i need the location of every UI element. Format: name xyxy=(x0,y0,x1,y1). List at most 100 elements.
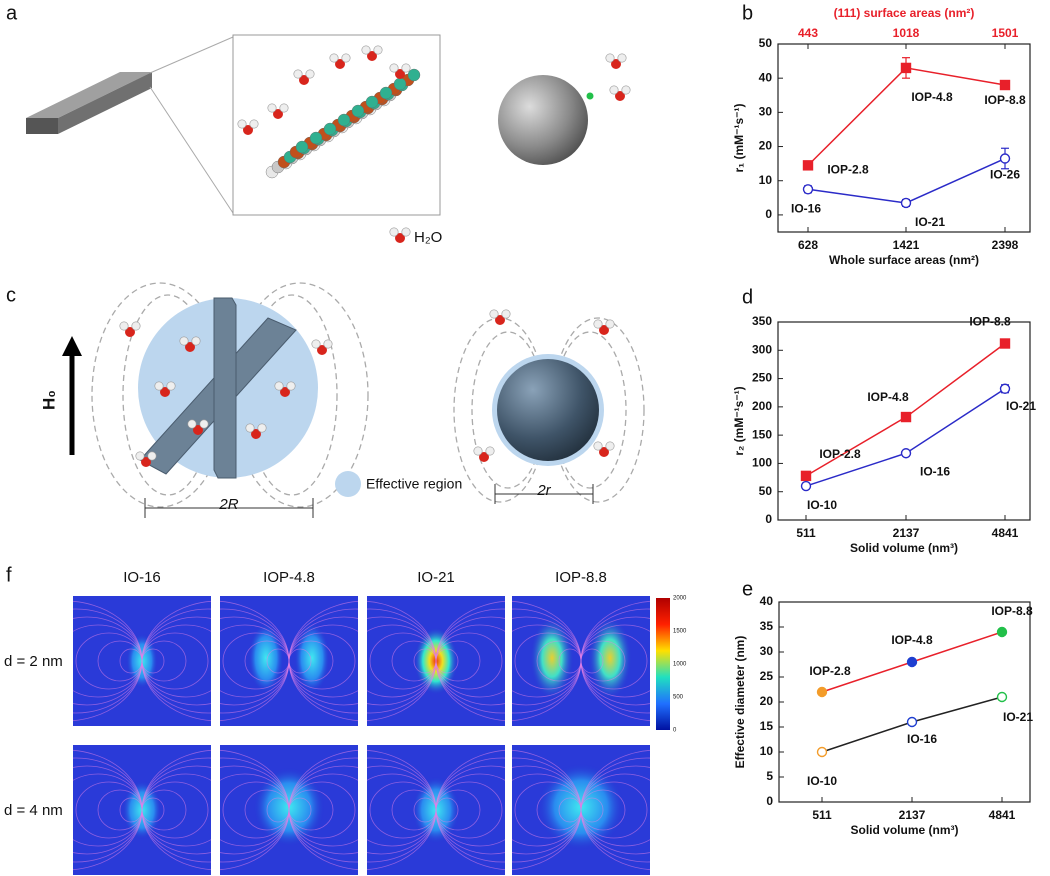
marker xyxy=(816,686,828,698)
field-map xyxy=(220,596,358,726)
sphere xyxy=(497,359,599,461)
point-label: IO-10 xyxy=(807,498,837,512)
x-tick-label: 511 xyxy=(796,526,816,540)
colorbar-label: 1500 xyxy=(673,629,687,635)
point-label: IOP-8.8 xyxy=(969,315,1011,329)
field-map xyxy=(73,596,211,726)
colorbar-label: 500 xyxy=(673,695,684,701)
point-label: IO-21 xyxy=(1006,399,1036,413)
x-tick-label: 2137 xyxy=(893,526,920,540)
field-map xyxy=(367,745,505,875)
atom xyxy=(351,104,365,118)
legend-label: H₂O xyxy=(414,229,442,246)
field-map xyxy=(367,596,505,726)
x-tick-label: 628 xyxy=(798,238,818,252)
atom xyxy=(309,131,323,145)
point-label: IO-21 xyxy=(1003,710,1033,724)
field-label: H₀ xyxy=(39,390,58,410)
panel-letter: f xyxy=(6,564,12,586)
y-axis-label: Effective diameter (nm) xyxy=(733,636,747,769)
y-tick-label: 50 xyxy=(759,484,773,498)
surface-site xyxy=(586,92,594,100)
y-tick-label: 30 xyxy=(759,105,773,119)
plot-frame xyxy=(777,321,1031,521)
y-tick-label: 40 xyxy=(759,70,773,84)
marker xyxy=(816,746,828,758)
point-label: IOP-8.8 xyxy=(991,604,1033,618)
zoom-box xyxy=(232,34,441,216)
marker xyxy=(800,480,812,492)
x-tick-label: 4841 xyxy=(992,526,1019,540)
panel-letter: c xyxy=(6,284,16,306)
marker xyxy=(999,79,1011,91)
sphere xyxy=(498,75,588,165)
y-tick-label: 0 xyxy=(766,794,773,808)
intensity xyxy=(294,622,330,694)
marker xyxy=(906,716,918,728)
y-tick-label: 35 xyxy=(760,619,774,633)
y-tick-label: 100 xyxy=(752,456,772,470)
series-line xyxy=(807,67,1006,166)
y-tick-label: 250 xyxy=(752,371,772,385)
colorbar xyxy=(656,598,670,730)
y-tick-label: 50 xyxy=(759,36,773,50)
marker xyxy=(900,448,912,459)
field-line xyxy=(141,749,211,871)
plot-frame xyxy=(778,601,1031,803)
y-tick-label: 25 xyxy=(760,669,774,683)
point-label: IOP-8.8 xyxy=(984,93,1026,107)
marker xyxy=(999,338,1011,349)
colorbar-label: 1000 xyxy=(673,662,687,668)
point-label: IOP-4.8 xyxy=(867,390,909,404)
panel-letter: a xyxy=(6,2,18,24)
atom xyxy=(365,95,379,109)
top-tick-label: 1018 xyxy=(893,26,920,40)
point-label: IO-16 xyxy=(907,732,937,746)
marker xyxy=(996,626,1008,638)
top-tick-label: 1501 xyxy=(992,26,1019,40)
field-line xyxy=(435,749,505,871)
atom xyxy=(393,77,407,91)
y-tick-label: 20 xyxy=(759,139,773,153)
colorbar-label: 0 xyxy=(673,728,677,734)
dimension-lines xyxy=(144,484,594,518)
y-tick-label: 200 xyxy=(752,399,772,413)
y-axis-label: r₁ (mM⁻¹s⁻¹) xyxy=(732,104,746,173)
x-axis-label: Solid volume (nm³) xyxy=(851,823,959,837)
field-line xyxy=(141,600,211,722)
field-line xyxy=(288,600,358,722)
column-label: IOP-8.8 xyxy=(555,569,607,586)
field-line xyxy=(580,749,650,871)
y-tick-label: 40 xyxy=(760,594,774,608)
point-label: IO-16 xyxy=(920,464,950,478)
zoom-line xyxy=(149,36,234,74)
marker xyxy=(802,184,814,195)
x-tick-label: 1421 xyxy=(893,238,920,252)
point-label: IOP-2.8 xyxy=(827,163,869,177)
surface-lattice xyxy=(265,68,421,179)
marker xyxy=(900,411,912,423)
zoom-line xyxy=(149,86,234,214)
y-tick-label: 150 xyxy=(752,427,772,441)
x-tick-label: 4841 xyxy=(989,808,1016,822)
marker xyxy=(800,470,812,482)
y-tick-label: 15 xyxy=(760,719,774,733)
x-tick-label: 2398 xyxy=(992,238,1019,252)
crossed-plates xyxy=(139,297,297,479)
marker xyxy=(996,691,1008,703)
column-label: IOP-4.8 xyxy=(263,569,315,586)
field-map xyxy=(512,745,650,875)
column-label: IO-21 xyxy=(417,569,455,586)
dimension-label: 2R xyxy=(218,496,238,513)
point-label: IOP-4.8 xyxy=(891,633,933,647)
y-tick-label: 5 xyxy=(766,769,773,783)
marker xyxy=(999,383,1011,394)
legend-swatch xyxy=(335,471,361,497)
panel-letter: b xyxy=(742,2,753,24)
y-tick-label: 10 xyxy=(760,744,774,758)
field-map xyxy=(512,596,650,726)
marker xyxy=(900,197,912,209)
field-line xyxy=(580,600,650,722)
atom xyxy=(295,140,309,154)
point-label: IO-21 xyxy=(915,215,945,229)
